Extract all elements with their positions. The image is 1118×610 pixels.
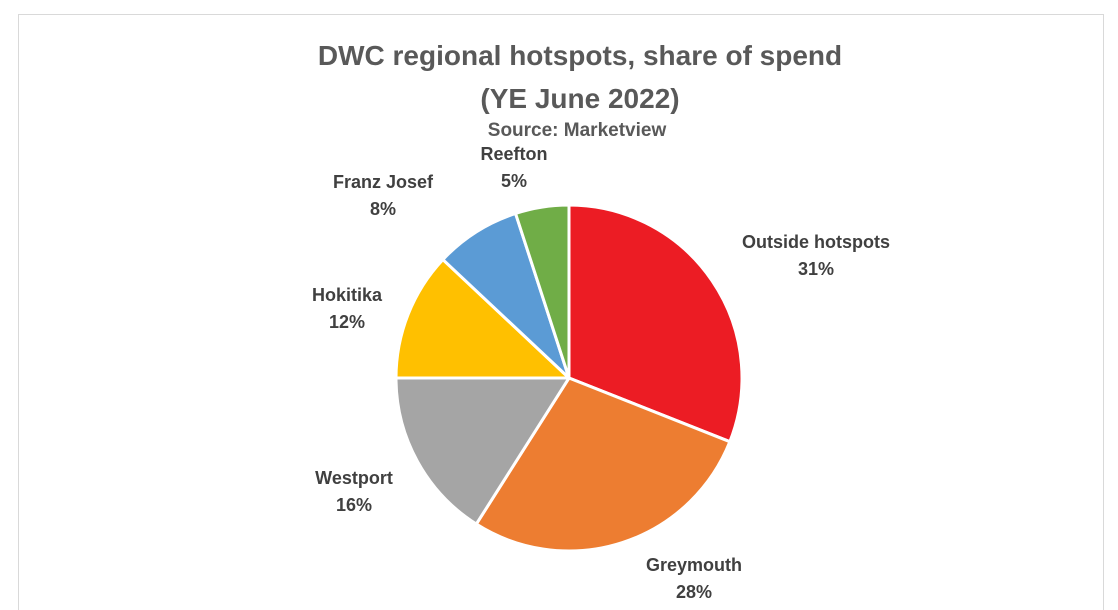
category-label-greymouth: Greymouth bbox=[646, 555, 742, 575]
pie-slice-outside-hotspots bbox=[567, 203, 744, 444]
category-label-hokitika: Hokitika bbox=[312, 285, 383, 305]
category-label-westport: Westport bbox=[315, 468, 393, 488]
value-label-hokitika: 12% bbox=[329, 312, 365, 332]
category-label-franz-josef: Franz Josef bbox=[333, 172, 434, 192]
pie-slice-hokitika bbox=[394, 258, 571, 380]
value-label-outside-hotspots: 31% bbox=[798, 259, 834, 279]
pie-slice-reefton bbox=[514, 203, 571, 380]
chart-source: Source: Marketview bbox=[488, 120, 667, 141]
pie-labels: Outside hotspots 31% Greymouth 28% Westport 1… bbox=[312, 144, 890, 602]
pie-slices bbox=[394, 203, 744, 553]
value-label-reefton: 5% bbox=[501, 171, 527, 191]
pie-slice-greymouth bbox=[474, 376, 732, 553]
chart-subtitle: (YE June 2022) bbox=[480, 83, 679, 114]
value-label-westport: 16% bbox=[336, 495, 372, 515]
category-label-outside-hotspots: Outside hotspots bbox=[742, 232, 890, 252]
pie-slice-westport bbox=[394, 376, 571, 526]
category-label-reefton: Reefton bbox=[481, 144, 548, 164]
chart-title: DWC regional hotspots, share of spend bbox=[318, 40, 842, 71]
value-label-franz-josef: 8% bbox=[370, 199, 396, 219]
value-label-greymouth: 28% bbox=[676, 582, 712, 602]
